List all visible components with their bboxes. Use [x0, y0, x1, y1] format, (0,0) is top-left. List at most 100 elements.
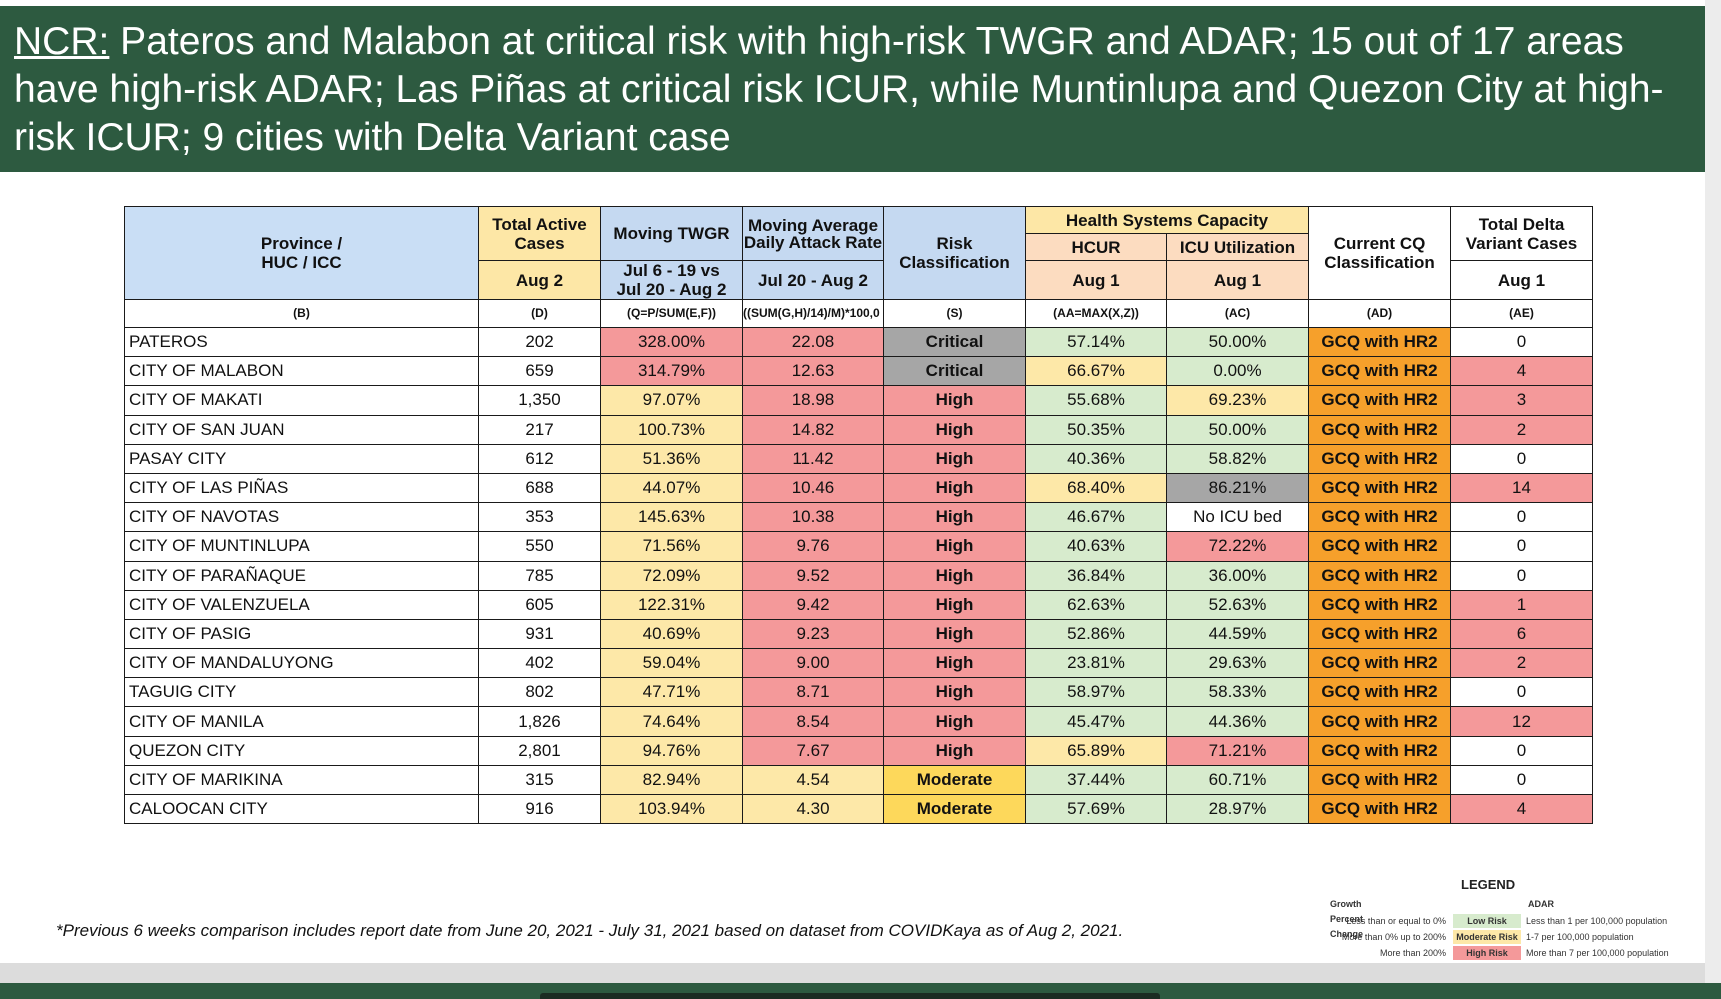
- cell-delta: 0: [1450, 502, 1594, 533]
- title-banner: NCR: Pateros and Malabon at critical ris…: [0, 6, 1705, 172]
- cell-icu: 44.36%: [1165, 706, 1310, 737]
- legend-title: LEGEND: [1461, 877, 1516, 892]
- cell-delta: 0: [1450, 677, 1594, 708]
- table-row: CITY OF MALABON 659 314.79% 12.63 Critic…: [124, 356, 1594, 387]
- cell-province: CITY OF MUNTINLUPA: [124, 531, 479, 562]
- cell-risk: High: [883, 560, 1026, 591]
- cell-hcur: 45.47%: [1025, 706, 1167, 737]
- cell-delta: 2: [1450, 648, 1594, 679]
- cell-twgr: 314.79%: [600, 356, 743, 387]
- cell-adar: 4.54: [742, 764, 884, 796]
- cell-risk: High: [883, 706, 1026, 737]
- header-delta: Total Delta Variant Cases: [1450, 206, 1594, 261]
- cell-icu: 58.33%: [1165, 677, 1310, 708]
- cell-twgr: 103.94%: [600, 793, 743, 825]
- cell-hcur: 65.89%: [1025, 735, 1167, 766]
- table-row: QUEZON CITY 2,801 94.76% 7.67 High 65.89…: [124, 735, 1594, 766]
- cell-cq: GCQ with HR2: [1308, 589, 1452, 620]
- cell-hcur: 36.84%: [1025, 560, 1167, 591]
- cell-active: 2,801: [478, 735, 601, 766]
- cell-adar: 9.76: [742, 531, 884, 562]
- cell-twgr: 51.36%: [600, 443, 743, 474]
- header-icu: ICU Utilization: [1165, 233, 1310, 261]
- cell-active: 931: [478, 618, 601, 650]
- table-row: CITY OF PARAÑAQUE 785 72.09% 9.52 High 3…: [124, 560, 1594, 591]
- cell-active: 353: [478, 502, 601, 533]
- header-adar: Moving Average Daily Attack Rate: [742, 206, 884, 261]
- header-health-systems: Health Systems Capacity: [1024, 206, 1310, 234]
- cell-twgr: 44.07%: [600, 472, 743, 504]
- cell-active: 202: [478, 326, 601, 358]
- cell-cq: GCQ with HR2: [1308, 443, 1452, 474]
- cell-twgr: 97.07%: [600, 385, 743, 416]
- cell-adar: 9.00: [742, 648, 884, 679]
- legend-chip-high: High Risk: [1453, 946, 1521, 960]
- legend-chip-moderate: Moderate Risk: [1453, 930, 1521, 944]
- formula-cell: (S): [883, 299, 1026, 328]
- cell-icu: 58.82%: [1165, 443, 1310, 474]
- cell-twgr: 59.04%: [600, 648, 743, 679]
- cell-active: 1,350: [478, 385, 601, 416]
- cell-delta: 0: [1450, 326, 1594, 358]
- table-row: CITY OF SAN JUAN 217 100.73% 14.82 High …: [124, 414, 1594, 445]
- cell-risk: High: [883, 589, 1026, 620]
- banner-text: Pateros and Malabon at critical risk wit…: [14, 20, 1664, 159]
- table-row: CITY OF MAKATI 1,350 97.07% 18.98 High 5…: [124, 385, 1594, 416]
- table-row: CITY OF LAS PIÑAS 688 44.07% 10.46 High …: [124, 472, 1594, 504]
- cell-cq: GCQ with HR2: [1308, 648, 1452, 679]
- cell-province: CITY OF VALENZUELA: [124, 589, 479, 620]
- cell-province: CALOOCAN CITY: [124, 793, 479, 825]
- legend-growth-header: Growth Percent Change: [1330, 899, 1364, 939]
- cell-cq: GCQ with HR2: [1308, 531, 1452, 562]
- cell-active: 1,826: [478, 706, 601, 737]
- cell-twgr: 71.56%: [600, 531, 743, 562]
- table-row: CITY OF MANDALUYONG 402 59.04% 9.00 High…: [124, 648, 1594, 679]
- legend-adar-header: ADAR: [1528, 899, 1554, 909]
- cell-risk: High: [883, 618, 1026, 650]
- cell-active: 688: [478, 472, 601, 504]
- cell-adar: 22.08: [742, 326, 884, 358]
- cell-adar: 9.23: [742, 618, 884, 650]
- cell-adar: 10.38: [742, 502, 884, 533]
- formula-cell: (Q=P/SUM(E,F)): [600, 299, 743, 328]
- window-gutter: [1705, 0, 1721, 983]
- header-hcur: HCUR: [1025, 233, 1167, 261]
- table-row: PASAY CITY 612 51.36% 11.42 High 40.36% …: [124, 443, 1594, 474]
- table-row: CITY OF MARIKINA 315 82.94% 4.54 Moderat…: [124, 764, 1594, 796]
- legend-adar-high: More than 7 per 100,000 population: [1526, 948, 1669, 958]
- table-row: CITY OF MUNTINLUPA 550 71.56% 9.76 High …: [124, 531, 1594, 562]
- cell-hcur: 52.86%: [1025, 618, 1167, 650]
- cell-hcur: 57.14%: [1025, 326, 1167, 358]
- cell-province: CITY OF PARAÑAQUE: [124, 560, 479, 591]
- cell-active: 612: [478, 443, 601, 474]
- cell-adar: 9.42: [742, 589, 884, 620]
- cell-risk: High: [883, 385, 1026, 416]
- cell-adar: 7.67: [742, 735, 884, 766]
- cell-province: CITY OF MAKATI: [124, 385, 479, 416]
- cell-adar: 18.98: [742, 385, 884, 416]
- cell-cq: GCQ with HR2: [1308, 502, 1452, 533]
- cell-cq: GCQ with HR2: [1308, 793, 1452, 825]
- cell-risk: High: [883, 648, 1026, 679]
- footnote: *Previous 6 weeks comparison includes re…: [56, 921, 1124, 940]
- cell-active: 402: [478, 648, 601, 679]
- cell-twgr: 40.69%: [600, 618, 743, 650]
- table-row: CITY OF VALENZUELA 605 122.31% 9.42 High…: [124, 589, 1594, 620]
- header-twgr: Moving TWGR: [600, 206, 743, 261]
- cell-icu: 71.21%: [1165, 735, 1310, 766]
- legend-growth-low: Less than or equal to 0%: [1346, 916, 1446, 926]
- cell-active: 785: [478, 560, 601, 591]
- cell-risk: Moderate: [883, 793, 1026, 825]
- cell-risk: Critical: [883, 356, 1026, 387]
- formula-cell: (AD): [1308, 299, 1452, 328]
- header-twgr-period: Jul 6 - 19 vs Jul 20 - Aug 2: [600, 260, 743, 300]
- cell-icu: 60.71%: [1165, 764, 1310, 796]
- cell-cq: GCQ with HR2: [1308, 472, 1452, 504]
- cell-delta: 0: [1450, 531, 1594, 562]
- cell-icu: 0.00%: [1165, 356, 1310, 387]
- cell-twgr: 122.31%: [600, 589, 743, 620]
- cell-icu: 50.00%: [1165, 326, 1310, 358]
- cell-active: 659: [478, 356, 601, 387]
- header-hcur-date: Aug 1: [1025, 260, 1167, 300]
- cell-adar: 8.71: [742, 677, 884, 708]
